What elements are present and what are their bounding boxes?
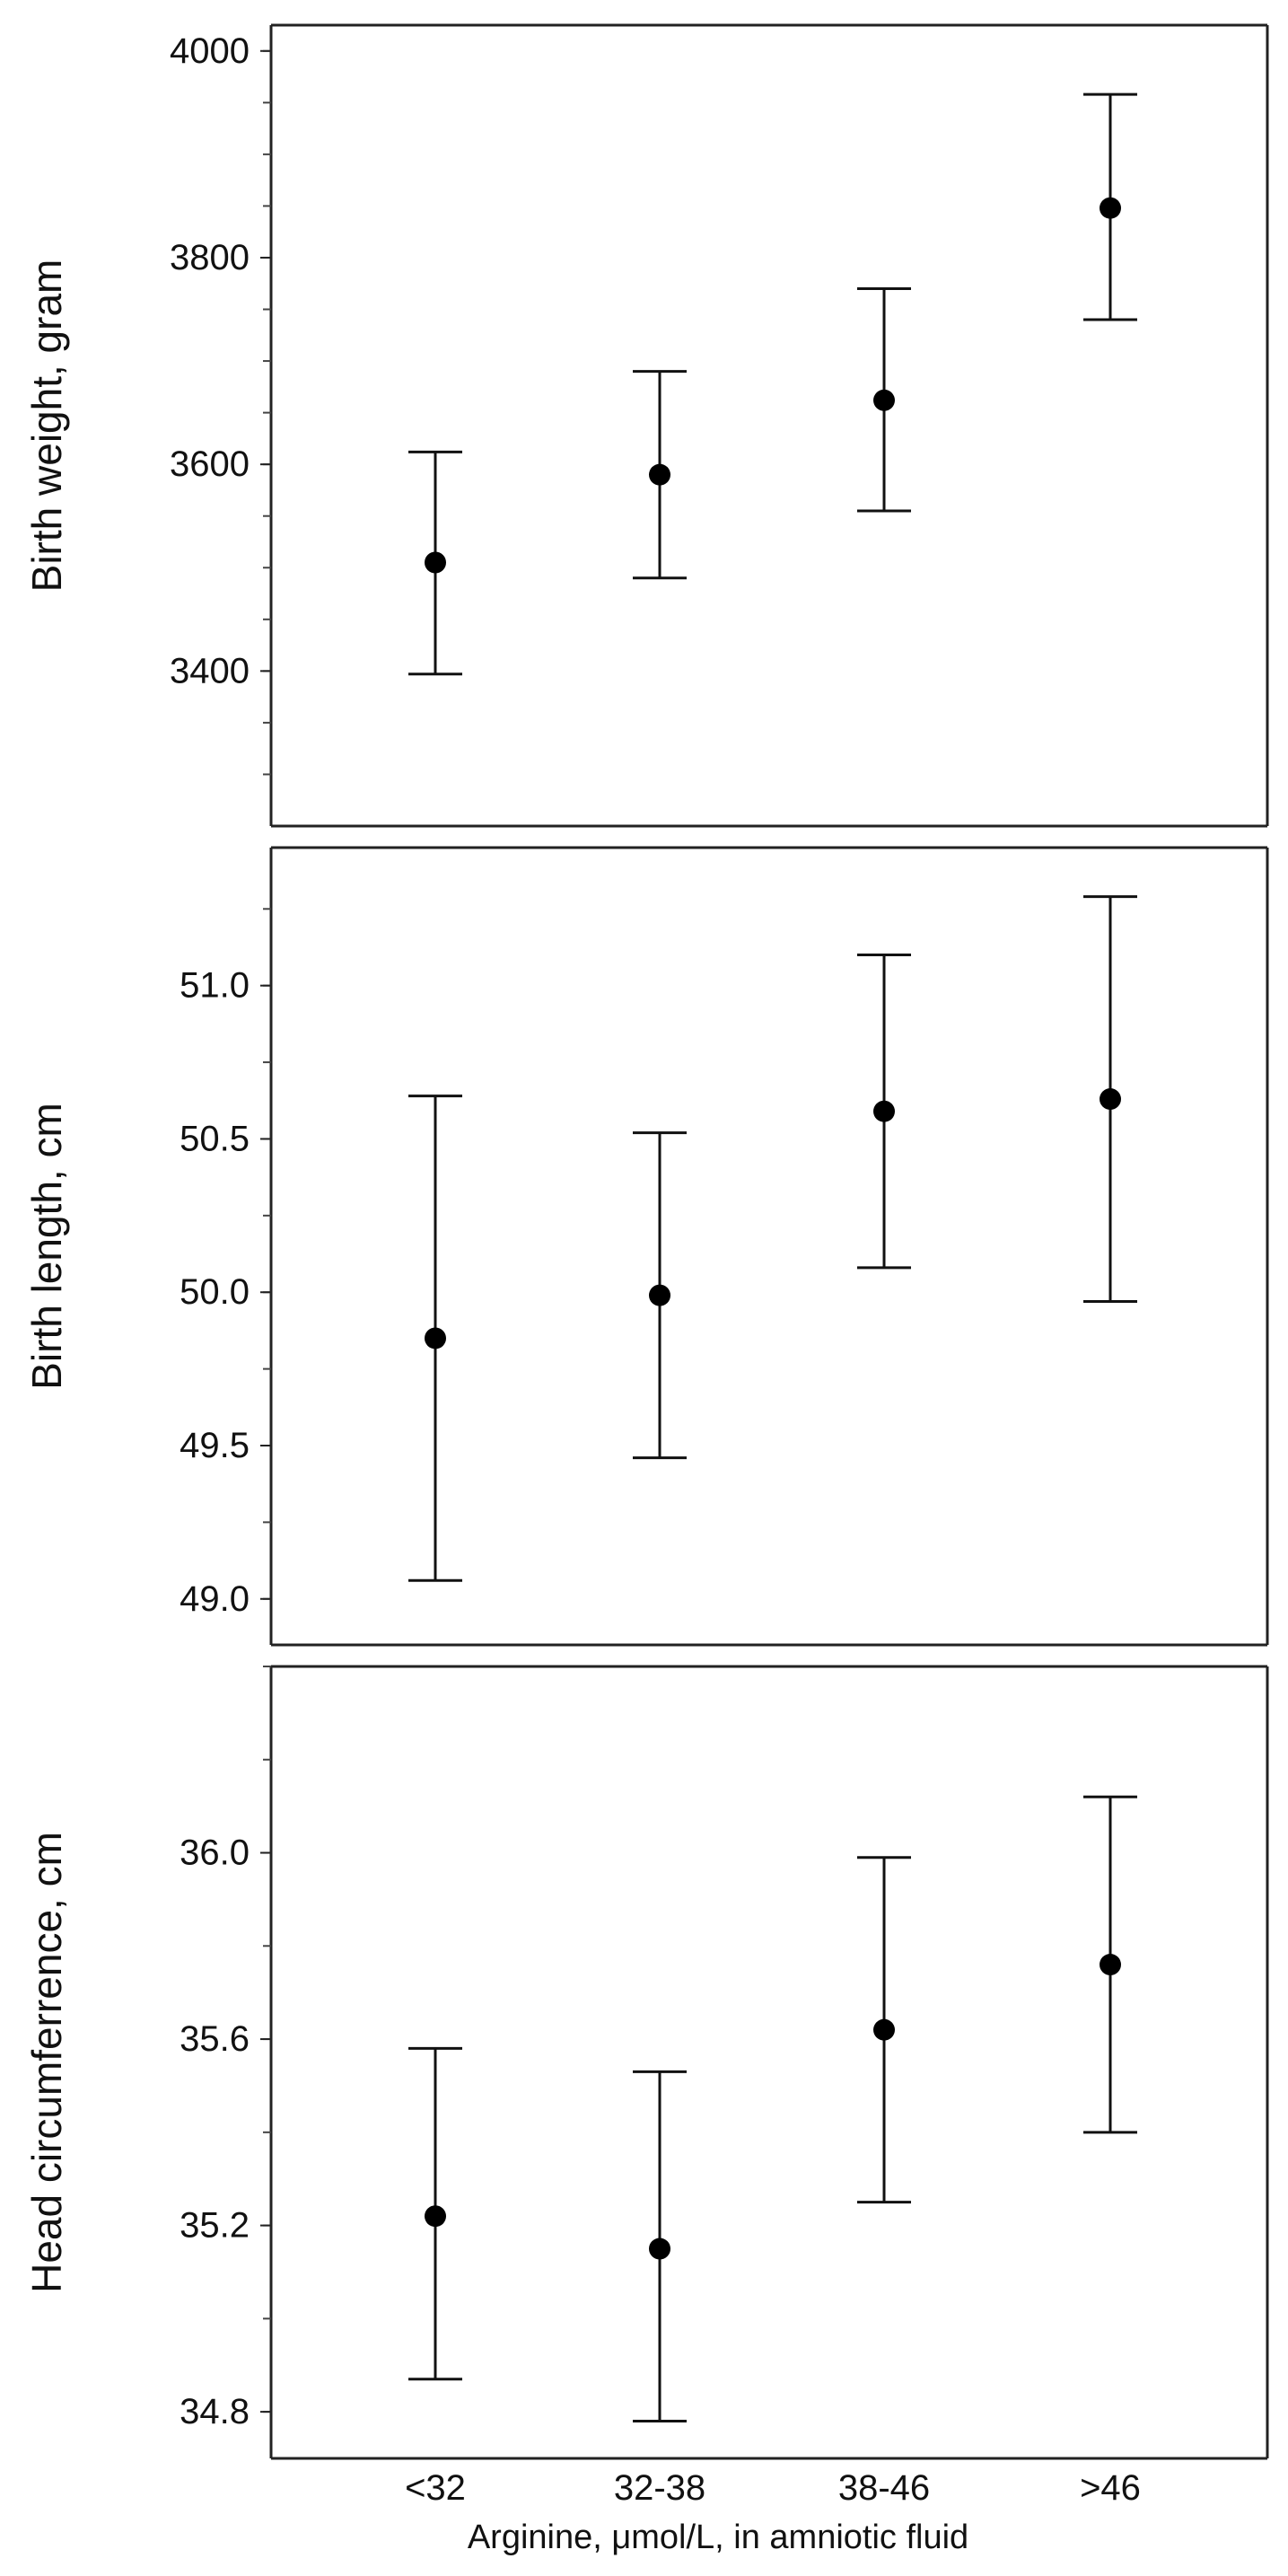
y-tick-label: 3800: [170, 238, 250, 277]
y-axis-title: Birth length, cm: [23, 1103, 70, 1390]
data-point: [649, 463, 670, 486]
y-tick-label: 3400: [170, 651, 250, 690]
data-point: [1100, 1088, 1121, 1111]
data-point: [425, 551, 446, 574]
y-tick-label: 49.5: [180, 1426, 250, 1465]
chart-panel: 3400 3600 3800 4000 Birth weight, gram: [23, 23, 1269, 828]
y-tick-label: 3600: [170, 444, 250, 484]
chart-panel: 49.0 49.5 50.0 50.5 51.0 Birth length, cm: [23, 846, 1269, 1647]
x-tick-label: 38-46: [838, 2468, 930, 2508]
data-point: [649, 1284, 670, 1306]
y-tick-label: 35.2: [180, 2206, 250, 2246]
y-tick-label: 4000: [170, 31, 250, 71]
y-axis-title: Birth weight, gram: [23, 259, 70, 593]
y-tick-label: 49.0: [180, 1579, 250, 1619]
data-point: [873, 2018, 895, 2041]
y-tick-label: 36.0: [180, 1833, 250, 1873]
chart-panel: 34.8 35.2 35.6 36.0 Head circumferrence, cm <…: [23, 1665, 1269, 2508]
data-point: [425, 1327, 446, 1350]
data-point: [873, 389, 895, 411]
y-tick-label: 50.0: [180, 1272, 250, 1312]
data-point: [649, 2238, 670, 2260]
x-tick-label: >46: [1080, 2468, 1141, 2508]
data-point: [873, 1100, 895, 1122]
y-tick-label: 34.8: [180, 2392, 250, 2431]
y-tick-label: 50.5: [180, 1119, 250, 1158]
y-axis-title: Head circumferrence, cm: [23, 1832, 70, 2293]
y-tick-label: 51.0: [180, 966, 250, 1006]
y-tick-label: 35.6: [180, 2019, 250, 2059]
data-point: [1100, 1954, 1121, 1976]
x-tick-label: 32-38: [614, 2468, 705, 2508]
data-point: [425, 2205, 446, 2228]
x-axis-title: Arginine, μmol/L, in amniotic fluid: [468, 2519, 968, 2556]
data-point: [1100, 197, 1121, 219]
x-tick-label: <32: [405, 2468, 466, 2508]
